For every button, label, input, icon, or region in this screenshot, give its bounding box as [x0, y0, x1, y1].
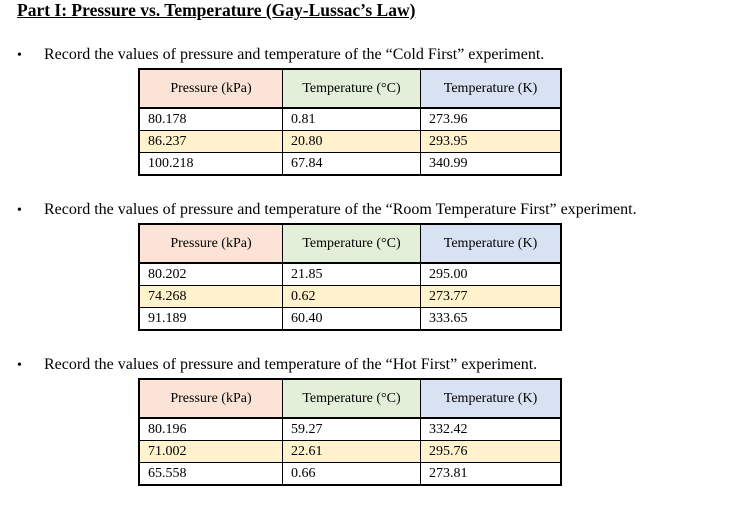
cell-celsius[interactable]: 21.85: [282, 262, 421, 286]
cell-pressure[interactable]: 91.189: [138, 307, 283, 331]
cell-pressure[interactable]: 65.558: [138, 462, 283, 486]
table-hot-first: Pressure (kPa) Temperature (°C) Temperat…: [138, 378, 562, 486]
cell-kelvin[interactable]: 273.81: [420, 462, 562, 486]
section-title: Part I: Pressure vs. Temperature (Gay-Lu…: [17, 0, 416, 20]
column-header-pressure: Pressure (kPa): [138, 223, 283, 264]
table-row: 91.189 60.40 333.65: [138, 307, 562, 331]
cell-pressure[interactable]: 74.268: [138, 285, 283, 308]
cell-pressure[interactable]: 86.237: [138, 130, 283, 153]
cell-kelvin[interactable]: 273.77: [420, 285, 562, 308]
table-row: 65.558 0.66 273.81: [138, 462, 562, 486]
table-header-row: Pressure (kPa) Temperature (°C) Temperat…: [138, 223, 562, 264]
cell-pressure[interactable]: 80.196: [138, 417, 283, 441]
table-row: 86.237 20.80 293.95: [138, 130, 562, 153]
cell-celsius[interactable]: 0.66: [282, 462, 421, 486]
cell-kelvin[interactable]: 293.95: [420, 130, 562, 153]
cell-kelvin[interactable]: 333.65: [420, 307, 562, 331]
cell-kelvin[interactable]: 295.00: [420, 262, 562, 286]
instruction-text: Record the values of pressure and temper…: [44, 356, 538, 373]
bullet-icon: •: [17, 203, 22, 218]
cell-pressure[interactable]: 80.202: [138, 262, 283, 286]
cell-celsius[interactable]: 0.81: [282, 107, 421, 131]
column-header-celsius: Temperature (°C): [282, 68, 421, 109]
cell-kelvin[interactable]: 332.42: [420, 417, 562, 441]
cell-kelvin[interactable]: 273.96: [420, 107, 562, 131]
table-row: 80.202 21.85 295.00: [138, 262, 562, 286]
instruction-room-temperature-first: • Record the values of pressure and tempe…: [17, 200, 637, 221]
cell-celsius[interactable]: 0.62: [282, 285, 421, 308]
instruction-text: Record the values of pressure and temper…: [44, 46, 545, 63]
table-row: 80.178 0.81 273.96: [138, 107, 562, 131]
bullet-icon: •: [17, 358, 22, 373]
table-row: 71.002 22.61 295.76: [138, 440, 562, 463]
column-header-pressure: Pressure (kPa): [138, 378, 283, 419]
cell-celsius[interactable]: 60.40: [282, 307, 421, 331]
cell-kelvin[interactable]: 295.76: [420, 440, 562, 463]
cell-celsius[interactable]: 22.61: [282, 440, 421, 463]
column-header-pressure: Pressure (kPa): [138, 68, 283, 109]
cell-pressure[interactable]: 80.178: [138, 107, 283, 131]
table-header-row: Pressure (kPa) Temperature (°C) Temperat…: [138, 378, 562, 419]
cell-celsius[interactable]: 67.84: [282, 152, 421, 176]
cell-celsius[interactable]: 59.27: [282, 417, 421, 441]
column-header-kelvin: Temperature (K): [420, 68, 562, 109]
table-row: 100.218 67.84 340.99: [138, 152, 562, 176]
instruction-text: Record the values of pressure and temper…: [44, 201, 637, 218]
table-row: 80.196 59.27 332.42: [138, 417, 562, 441]
column-header-kelvin: Temperature (K): [420, 223, 562, 264]
column-header-kelvin: Temperature (K): [420, 378, 562, 419]
column-header-celsius: Temperature (°C): [282, 378, 421, 419]
bullet-icon: •: [17, 48, 22, 63]
instruction-hot-first: • Record the values of pressure and tempe…: [17, 355, 537, 376]
cell-pressure[interactable]: 71.002: [138, 440, 283, 463]
cell-celsius[interactable]: 20.80: [282, 130, 421, 153]
column-header-celsius: Temperature (°C): [282, 223, 421, 264]
cell-pressure[interactable]: 100.218: [138, 152, 283, 176]
table-row: 74.268 0.62 273.77: [138, 285, 562, 308]
table-cold-first: Pressure (kPa) Temperature (°C) Temperat…: [138, 68, 562, 176]
table-header-row: Pressure (kPa) Temperature (°C) Temperat…: [138, 68, 562, 109]
table-room-temperature-first: Pressure (kPa) Temperature (°C) Temperat…: [138, 223, 562, 331]
cell-kelvin[interactable]: 340.99: [420, 152, 562, 176]
instruction-cold-first: • Record the values of pressure and tempe…: [17, 45, 544, 66]
